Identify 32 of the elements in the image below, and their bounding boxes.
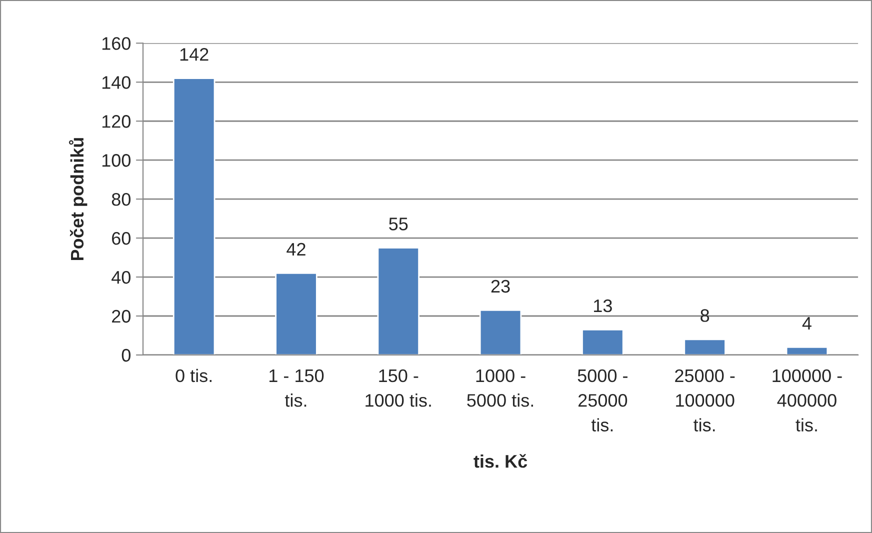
data-label: 13 (594, 299, 612, 312)
y-tick-label: 60 (112, 232, 130, 245)
bar (172, 78, 216, 355)
y-tick-label: 160 (102, 37, 130, 50)
bar (786, 346, 828, 355)
bar (275, 272, 318, 355)
x-tick-label: 150 - 1000 tis. (366, 369, 431, 407)
data-label: 4 (802, 317, 812, 330)
y-tick-label: 140 (102, 76, 130, 89)
x-tick-label: 5000 - 25000 tis. (578, 369, 628, 432)
y-tick-label: 120 (102, 115, 130, 128)
data-label: 23 (491, 280, 510, 293)
y-tick-label: 100 (102, 154, 130, 167)
y-tick-label: 20 (112, 310, 130, 323)
data-label: 55 (389, 218, 408, 230)
y-tick-label: 0 (122, 348, 130, 362)
y-tick-label: 40 (112, 270, 130, 284)
x-tick-label: 25000 - 100000 tis. (675, 369, 735, 432)
bar (479, 309, 522, 355)
x-tick-label: 1 - 150 tis. (270, 369, 324, 407)
data-label: 42 (286, 242, 306, 256)
x-tick-label: 100000 - 400000 tis. (772, 369, 842, 432)
bar (377, 247, 420, 355)
y-axis-title: Počet podniků (68, 138, 88, 260)
data-label: 8 (700, 309, 710, 322)
x-tick-label: 0 tis. (176, 368, 212, 382)
data-label: 142 (180, 48, 208, 61)
x-axis-title: tis. Kč (474, 454, 528, 468)
x-tick-label: 1000 - 5000 tis. (467, 369, 534, 407)
bar (582, 328, 624, 355)
bar (684, 338, 726, 355)
y-tick-label: 80 (112, 193, 130, 206)
